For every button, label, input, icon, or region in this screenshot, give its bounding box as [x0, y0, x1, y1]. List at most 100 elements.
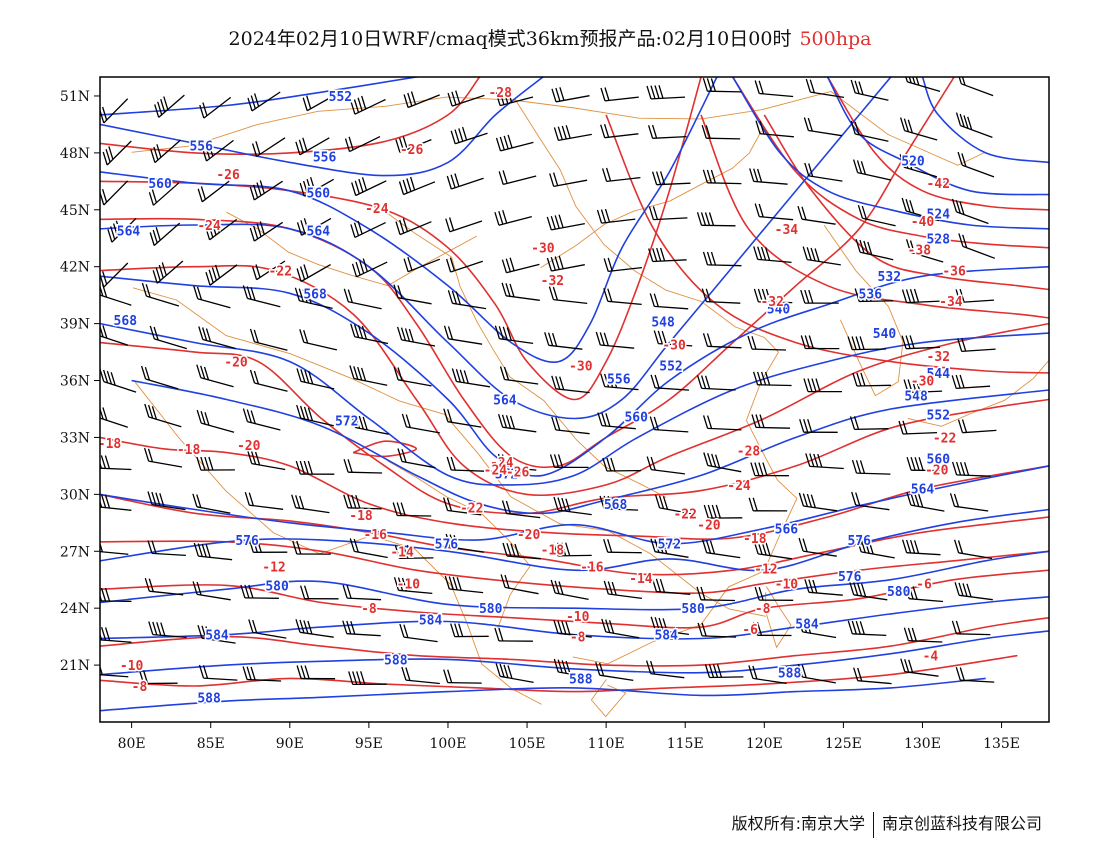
wind-barb-feather — [295, 495, 301, 509]
wind-barb-feather — [150, 149, 156, 163]
wind-barb-feather — [351, 494, 357, 509]
wind-barb-feather — [447, 669, 453, 683]
wind-barb-feather — [143, 447, 150, 462]
wind-barb-feather — [658, 495, 665, 509]
wind-barb-feather — [362, 258, 368, 272]
wind-barb-shaft — [456, 380, 491, 388]
wind-barb-feather — [805, 78, 811, 93]
wind-barb-shaft — [100, 639, 132, 643]
wind-barb-feather — [854, 288, 860, 302]
wind-barb-feather — [654, 85, 660, 99]
wind-barb-feather — [797, 618, 804, 633]
wind-barb-feather — [304, 665, 310, 679]
wind-barb-feather — [662, 618, 668, 632]
wind-barb-feather — [648, 206, 655, 220]
boundary-line — [131, 91, 986, 166]
wind-barb-feather — [552, 286, 559, 301]
lon-tick-label: 90E — [276, 736, 304, 752]
wind-barb-feather — [350, 621, 356, 635]
wind-barb-shaft — [252, 631, 287, 639]
temperature-contour-label: -22 — [460, 502, 483, 517]
wind-barb-feather — [648, 248, 654, 262]
chart-title: 2024年02月10日WRF/cmaq模式36km预报产品:02月10日00时 5… — [0, 24, 1100, 51]
wind-barb-shaft — [100, 294, 132, 306]
wind-barb-feather — [603, 495, 609, 510]
wind-barb-feather — [550, 216, 556, 230]
wind-barb-feather — [659, 247, 666, 262]
temperature-contour-label: -32 — [760, 295, 783, 310]
height-contour-label: 536 — [859, 287, 883, 302]
wind-barb-feather — [299, 405, 306, 420]
wind-barb-feather — [650, 538, 656, 552]
wind-barb-feather — [193, 285, 199, 299]
wind-barb-feather — [800, 289, 806, 304]
wind-barb-feather — [710, 78, 717, 92]
wind-barb-feather — [361, 177, 368, 191]
wind-barb-shaft — [303, 341, 338, 351]
wind-barb-feather — [160, 622, 166, 636]
wind-barb-shaft — [960, 124, 993, 139]
wind-barb-feather — [242, 408, 249, 422]
wind-barb-feather — [705, 125, 711, 139]
wind-barb-feather — [802, 538, 808, 552]
height-contour-line — [100, 465, 1049, 545]
wind-barb-feather — [900, 658, 906, 672]
lat-tick-label: 30N — [60, 487, 90, 503]
wind-barb-shaft — [752, 677, 787, 685]
wind-barb-shaft — [707, 264, 742, 267]
wind-barb-feather — [755, 120, 761, 134]
wind-barb-shaft — [909, 598, 944, 603]
wind-barb-feather — [659, 579, 666, 593]
wind-barb-feather — [401, 577, 408, 592]
height-contour-label: 588 — [197, 691, 221, 706]
boundary-line — [907, 359, 1049, 427]
wind-barb-shaft — [503, 175, 537, 186]
wind-barb-feather — [752, 622, 759, 636]
wind-barb-feather — [565, 621, 571, 635]
wind-barb-feather — [764, 247, 771, 261]
wind-barb-feather — [101, 284, 108, 298]
wind-barb-shaft — [399, 138, 432, 154]
wind-barb-feather — [147, 448, 154, 462]
wind-barb-feather — [507, 134, 513, 149]
wind-barb-feather — [553, 542, 559, 557]
wind-barb-shaft — [557, 509, 592, 516]
wind-barb-feather — [349, 538, 355, 552]
wind-barb-feather — [752, 371, 759, 385]
wind-barb-shaft — [961, 164, 995, 178]
wind-barb-shaft — [401, 339, 436, 347]
wind-barb-shaft — [403, 636, 438, 643]
wind-barb-feather — [855, 621, 861, 635]
temperature-contour-label: -12 — [754, 562, 777, 577]
wind-barb-feather — [602, 457, 608, 472]
wind-barb-feather — [104, 455, 111, 469]
wind-barb-feather — [405, 414, 411, 428]
height-contour-label: 584 — [419, 614, 443, 629]
temperature-contour-label: -22 — [933, 431, 956, 446]
wind-barb-feather — [300, 665, 306, 679]
wind-barb-feather — [507, 89, 513, 103]
lat-tick-label: 36N — [60, 374, 90, 390]
wind-barb-feather — [201, 625, 207, 639]
wind-barb-feather — [851, 336, 857, 350]
wind-barb-feather — [903, 379, 909, 393]
wind-barb-feather — [561, 660, 567, 674]
wind-barb-feather — [855, 460, 862, 474]
wind-barb-feather — [898, 420, 904, 435]
wind-barb-feather — [866, 288, 872, 302]
wind-barb-feather — [555, 87, 561, 102]
boundary-line — [765, 586, 792, 649]
wind-barb-feather — [453, 535, 459, 549]
temperature-contour-label: -24 — [484, 464, 508, 479]
wind-barb-feather — [196, 581, 202, 596]
wind-barb-shaft — [961, 348, 996, 353]
wind-barb-feather — [397, 577, 404, 591]
wind-barb-feather — [406, 545, 413, 559]
wind-barb-shaft — [962, 245, 996, 259]
wind-barb-feather — [561, 621, 567, 635]
wind-barb-feather — [959, 462, 966, 476]
wind-barb-feather — [554, 256, 560, 270]
wind-barb-feather — [867, 241, 873, 256]
wind-barb-feather — [655, 578, 662, 592]
wind-barb-feather — [354, 180, 360, 194]
